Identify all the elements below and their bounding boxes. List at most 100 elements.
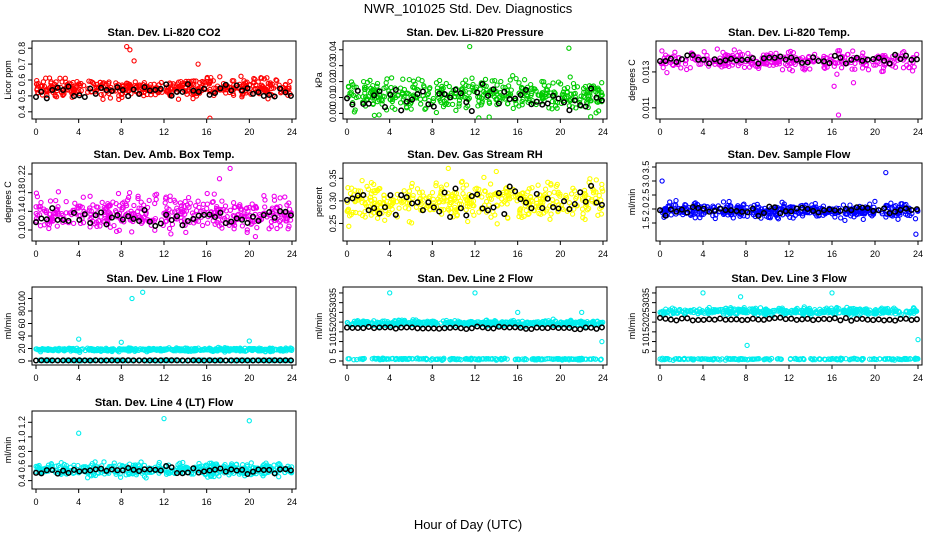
data-point: [850, 48, 856, 54]
data-point: [351, 109, 358, 115]
mean-point: [201, 357, 208, 364]
data-point: [860, 50, 866, 56]
y-tick-label: 35: [641, 288, 651, 298]
mean-point: [92, 357, 99, 364]
figure-title: NWR_101025 Std. Dev. Diagnostics: [363, 1, 573, 16]
mean-point: [354, 87, 361, 94]
data-point: [569, 211, 576, 217]
x-tick-label: 0: [33, 497, 38, 507]
mean-point: [60, 86, 67, 94]
x-tick-label: 24: [913, 127, 923, 137]
mean-point: [479, 80, 486, 87]
outlier-point: [744, 342, 750, 349]
mean-point: [255, 357, 262, 364]
mean-point: [32, 93, 40, 101]
mean-point: [244, 219, 251, 226]
data-points: [32, 43, 294, 119]
panel-title: Stan. Dev. Gas Stream RH: [407, 149, 543, 161]
x-tick-label: 12: [470, 373, 480, 383]
data-point: [166, 225, 173, 232]
mean-point: [837, 54, 844, 61]
data-point: [379, 96, 385, 102]
data-point: [459, 178, 465, 185]
y-tick-label: 60: [17, 318, 27, 328]
mean-point: [717, 315, 724, 322]
data-point: [413, 204, 420, 210]
data-point: [36, 203, 42, 210]
data-point: [406, 76, 412, 83]
data-point: [55, 204, 61, 210]
mean-point: [249, 357, 257, 364]
y-tick-label: 0: [17, 358, 27, 363]
data-point: [711, 355, 718, 362]
data-point: [535, 92, 541, 98]
mean-point: [447, 213, 454, 221]
data-point: [599, 80, 605, 86]
data-point: [69, 346, 75, 353]
data-point: [53, 94, 60, 100]
mean-point: [733, 207, 740, 215]
mean-point: [179, 88, 186, 95]
data-point: [262, 197, 268, 203]
data-point: [479, 98, 485, 104]
mean-point: [859, 204, 866, 211]
mean-point: [662, 212, 669, 219]
data-point: [410, 84, 416, 90]
outlier-point: [127, 47, 133, 53]
data-point: [408, 106, 414, 112]
data-point: [388, 75, 395, 81]
data-point: [428, 357, 434, 363]
data-point: [87, 193, 93, 199]
mean-point: [662, 57, 669, 65]
mean-point: [728, 207, 735, 214]
y-tick-label: 25: [641, 307, 651, 317]
data-point: [149, 346, 155, 352]
mean-point: [598, 97, 605, 104]
outlier-point: [207, 115, 213, 119]
mean-point: [98, 209, 105, 216]
mean-point: [892, 317, 899, 324]
mean-point: [141, 84, 148, 91]
mean-point: [875, 316, 882, 323]
mean-point: [517, 324, 524, 331]
data-point: [359, 356, 366, 362]
data-point: [481, 88, 487, 95]
data-point: [555, 322, 561, 328]
y-tick-label: 0.7: [17, 58, 27, 71]
data-point: [557, 191, 563, 197]
panel-title: Stan. Dev. Amb. Box Temp.: [94, 149, 235, 161]
mean-point: [260, 212, 267, 219]
mean-point: [260, 92, 267, 99]
data-point: [519, 318, 526, 324]
mean-point: [656, 58, 664, 65]
mean-point: [54, 84, 61, 91]
data-point: [468, 355, 474, 361]
mean-point: [815, 316, 822, 323]
data-point: [244, 229, 250, 236]
mean-point: [371, 92, 378, 99]
mean-point: [271, 214, 278, 221]
data-point: [598, 356, 604, 362]
x-tick-label: 12: [159, 249, 169, 259]
data-point: [492, 320, 498, 327]
data-point: [134, 83, 140, 90]
data-point: [517, 207, 523, 213]
mean-point: [656, 207, 664, 214]
data-point: [184, 202, 191, 208]
data-point: [471, 356, 478, 362]
mean-point: [512, 95, 519, 102]
mean-point: [678, 56, 685, 63]
mean-point: [875, 54, 882, 61]
mean-point: [419, 88, 426, 95]
mean-point: [130, 215, 137, 222]
mean-point: [65, 357, 72, 364]
data-point: [371, 196, 378, 202]
data-point: [698, 212, 704, 218]
data-point: [389, 206, 395, 212]
mean-point: [414, 199, 421, 206]
data-point: [362, 201, 368, 207]
mean-point: [92, 212, 99, 219]
data-point: [575, 356, 581, 363]
data-point: [468, 319, 474, 326]
